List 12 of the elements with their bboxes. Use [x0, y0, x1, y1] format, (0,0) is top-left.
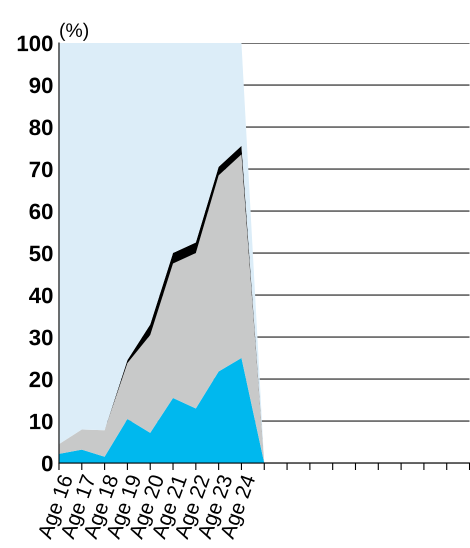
y-tick-label: 50	[29, 246, 53, 262]
y-tick-label: 40	[29, 288, 53, 304]
y-tick-label: 100	[18, 36, 53, 52]
y-tick-label: 90	[29, 78, 53, 94]
y-tick-label: 60	[30, 204, 53, 220]
y-tick-label: 30	[29, 330, 53, 346]
y-tick-label: 0	[42, 456, 53, 472]
y-tick-label: 20	[29, 372, 53, 388]
y-tick-label: 70	[30, 162, 53, 178]
y-tick-label: 80	[29, 120, 53, 136]
y-axis-title: (%)	[60, 22, 88, 41]
y-tick-label: 10	[30, 414, 53, 430]
